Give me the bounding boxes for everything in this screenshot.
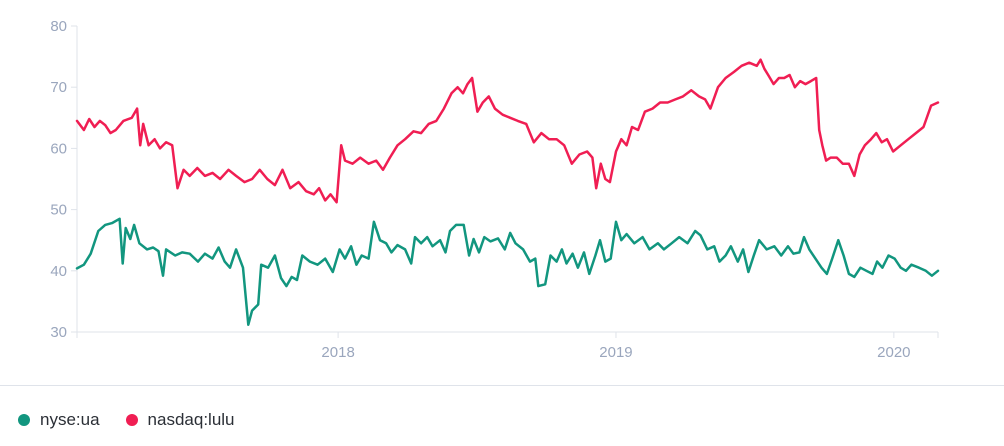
legend-label-nyse-ua: nyse:ua bbox=[40, 410, 100, 429]
y-tick-label: 70 bbox=[50, 79, 67, 96]
legend-label-nasdaq-lulu: nasdaq:lulu bbox=[147, 410, 235, 429]
y-tick-label: 30 bbox=[50, 324, 67, 341]
legend-swatch-nasdaq-lulu bbox=[125, 414, 138, 426]
legend-divider bbox=[0, 385, 1004, 386]
legend-item-nyse-ua[interactable]: nyse:ua bbox=[18, 410, 100, 430]
legend-item-nasdaq-lulu[interactable]: nasdaq:lulu bbox=[125, 410, 235, 430]
series-line-nasdaq-lulu bbox=[75, 58, 940, 204]
line-chart: 30 40 50 60 70 80 2018 2019 2020 bbox=[50, 18, 940, 361]
series-line-nyse-ua bbox=[75, 217, 940, 326]
plot-lines bbox=[75, 58, 940, 326]
y-tick-label: 80 bbox=[50, 18, 67, 35]
legend: nyse:ua nasdaq:lulu bbox=[18, 408, 235, 432]
legend-swatch-nyse-ua bbox=[18, 414, 30, 426]
y-tick-label: 50 bbox=[50, 202, 67, 219]
x-tick-label: 2018 bbox=[321, 344, 354, 361]
y-axis: 30 40 50 60 70 80 bbox=[50, 18, 78, 341]
x-axis: 2018 2019 2020 bbox=[76, 331, 939, 361]
chart-area: 30 40 50 60 70 80 2018 2019 2020 bbox=[50, 18, 940, 361]
y-tick-label: 60 bbox=[50, 140, 67, 157]
x-tick-label: 2020 bbox=[877, 344, 910, 361]
x-tick-label: 2019 bbox=[599, 344, 632, 361]
y-tick-label: 40 bbox=[50, 263, 67, 280]
